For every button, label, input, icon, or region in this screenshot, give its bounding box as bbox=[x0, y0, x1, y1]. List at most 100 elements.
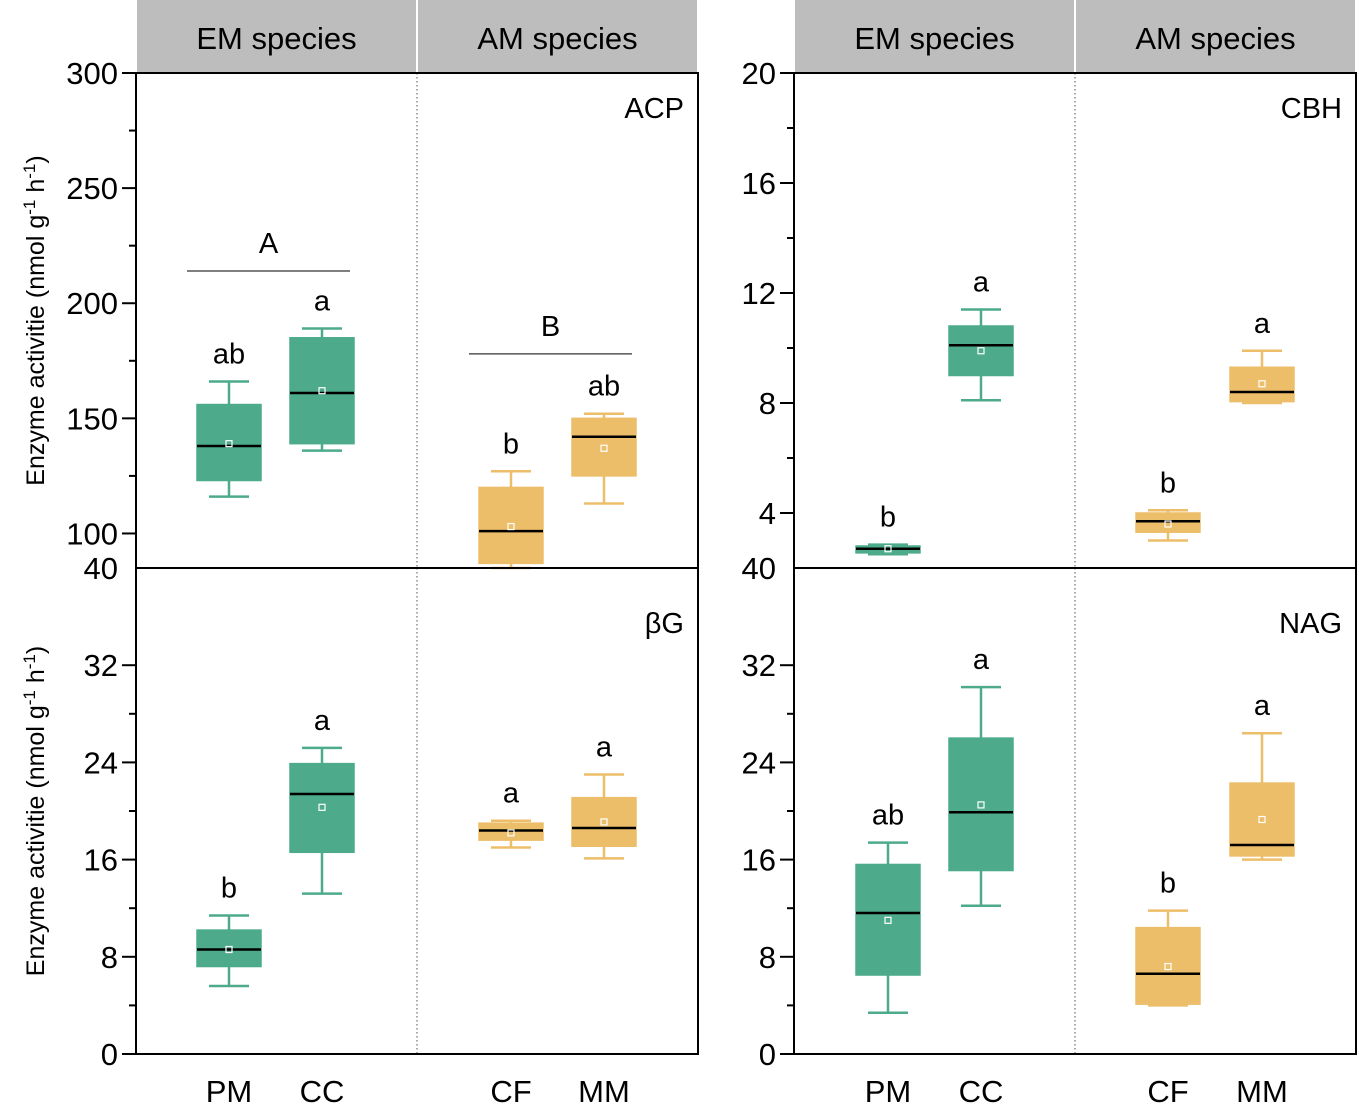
mean-marker bbox=[600, 818, 608, 826]
y-axis-title: Enzyme activitie (nmol g-1 h-1) bbox=[20, 646, 51, 976]
significance-label: b bbox=[880, 502, 896, 534]
mean-marker bbox=[225, 440, 233, 448]
significance-label: ab bbox=[588, 371, 620, 403]
group-header-label: AM species bbox=[477, 21, 637, 56]
x-category-label: CC bbox=[300, 1074, 345, 1109]
group-header-box bbox=[1076, 0, 1355, 72]
panel-title: CBH bbox=[1281, 93, 1342, 125]
box-cf: b bbox=[478, 428, 544, 570]
iqr-box bbox=[1229, 366, 1295, 403]
y-tick-label: 24 bbox=[742, 745, 776, 780]
y-tick-label-bottom: 40 bbox=[742, 551, 776, 586]
significance-label: a bbox=[503, 778, 520, 810]
significance-label: a bbox=[1254, 690, 1271, 722]
iqr-box bbox=[948, 737, 1014, 872]
y-tick-label: 16 bbox=[84, 843, 118, 878]
iqr-box bbox=[289, 762, 355, 854]
x-category-label: CF bbox=[490, 1074, 531, 1109]
box-cf: b bbox=[1135, 467, 1201, 542]
y-tick-label: 8 bbox=[101, 940, 118, 975]
y-tick-label: 20 bbox=[742, 56, 776, 91]
mean-marker bbox=[225, 945, 233, 954]
mean-marker bbox=[884, 916, 892, 924]
mean-marker bbox=[1258, 815, 1266, 824]
group-significance-label: A bbox=[259, 228, 279, 260]
y-tick-label: 32 bbox=[84, 648, 118, 683]
mean-marker bbox=[318, 803, 326, 811]
x-category-label: PM bbox=[865, 1074, 912, 1109]
significance-label: b bbox=[221, 872, 237, 904]
panel-title: ACP bbox=[624, 93, 684, 125]
iqr-box bbox=[196, 403, 262, 482]
group-header-box bbox=[795, 0, 1074, 72]
mean-marker bbox=[1164, 962, 1172, 971]
group-significance-label: B bbox=[541, 311, 560, 343]
box-mm: a bbox=[1229, 308, 1295, 405]
box-mm: a bbox=[571, 732, 637, 860]
group-header-label: AM species bbox=[1135, 21, 1295, 56]
significance-label: a bbox=[1254, 308, 1271, 340]
significance-label: b bbox=[503, 428, 519, 460]
mean-marker bbox=[1164, 520, 1172, 528]
box-cf: b bbox=[1135, 868, 1201, 1007]
y-tick-label: 0 bbox=[759, 1037, 776, 1072]
group-header-box bbox=[137, 0, 416, 72]
y-tick-label: 16 bbox=[742, 166, 776, 201]
mean-marker bbox=[507, 522, 515, 531]
y-tick-label: 250 bbox=[66, 171, 118, 206]
mean-marker bbox=[507, 829, 515, 837]
x-category-label: MM bbox=[578, 1074, 630, 1109]
box-cc: a bbox=[289, 286, 355, 452]
y-tick-label: 8 bbox=[759, 386, 776, 421]
y-tick-label: 24 bbox=[84, 745, 118, 780]
significance-label: a bbox=[973, 644, 990, 676]
group-header-label: EM species bbox=[854, 21, 1014, 56]
x-category-label: MM bbox=[1236, 1074, 1288, 1109]
panel-betag: 0 8 16 24 32 b a a a βG bbox=[84, 567, 699, 1072]
significance-label: a bbox=[973, 267, 990, 299]
box-cc: a bbox=[948, 267, 1014, 402]
y-tick-label: 8 bbox=[759, 940, 776, 975]
y-tick-label: 12 bbox=[742, 276, 776, 311]
mean-marker bbox=[977, 801, 985, 809]
y-tick-label: 150 bbox=[66, 401, 118, 436]
y-tick-label: 0 bbox=[101, 1037, 118, 1072]
panel-title: βG bbox=[645, 608, 684, 640]
significance-label: b bbox=[1160, 467, 1176, 499]
box-pm: ab bbox=[855, 800, 921, 1014]
group-header-label: EM species bbox=[196, 21, 356, 56]
significance-label: b bbox=[1160, 868, 1176, 900]
mean-marker bbox=[600, 444, 608, 452]
box-cc: a bbox=[289, 705, 355, 895]
box-mm: a bbox=[1229, 690, 1295, 861]
y-tick-label: 32 bbox=[742, 648, 776, 683]
mean-marker bbox=[1258, 380, 1266, 388]
x-category-label: PM bbox=[206, 1074, 253, 1109]
group-header-box bbox=[418, 0, 697, 72]
y-axis-title: Enzyme activitie (nmol g-1 h-1) bbox=[20, 155, 51, 485]
significance-label: a bbox=[314, 286, 331, 318]
iqr-box bbox=[948, 325, 1014, 377]
panel-title: NAG bbox=[1279, 608, 1342, 640]
y-tick-label-bottom: 40 bbox=[84, 551, 118, 586]
box-cc: a bbox=[948, 644, 1014, 908]
iqr-box bbox=[571, 796, 637, 847]
y-tick-label: 16 bbox=[742, 843, 776, 878]
y-tick-label: 200 bbox=[66, 286, 118, 321]
box-pm: b bbox=[196, 872, 262, 988]
iqr-box bbox=[1135, 926, 1201, 1005]
iqr-box bbox=[1135, 512, 1201, 533]
box-cf: a bbox=[478, 778, 544, 849]
significance-label: ab bbox=[872, 800, 904, 832]
iqr-box bbox=[855, 863, 921, 976]
significance-label: a bbox=[596, 732, 613, 764]
mean-marker bbox=[318, 387, 326, 395]
x-category-label: CF bbox=[1147, 1074, 1188, 1109]
mean-marker bbox=[977, 347, 985, 355]
y-tick-label: 4 bbox=[759, 496, 776, 531]
y-tick-label: 100 bbox=[66, 516, 118, 551]
iqr-box bbox=[289, 337, 355, 445]
